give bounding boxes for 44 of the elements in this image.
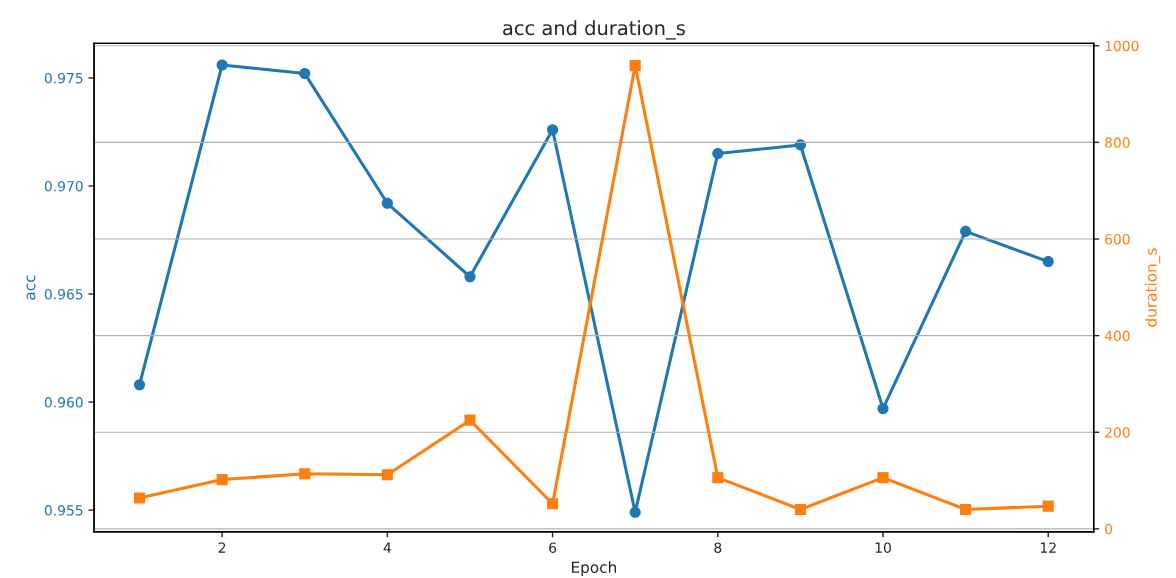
y2-tick-label: 800: [1105, 137, 1130, 148]
point: [960, 503, 972, 516]
x-tick-label: 12: [1040, 542, 1056, 553]
point: [381, 469, 393, 481]
y-tick-label: 0.955: [44, 505, 83, 516]
point: [299, 468, 311, 480]
point: [712, 472, 724, 484]
y2-tick-label: 600: [1105, 233, 1130, 245]
point: [381, 197, 393, 209]
point: [547, 124, 559, 136]
x-tick-label: 4: [383, 542, 391, 553]
x-axis-title: Epoch: [571, 561, 616, 576]
point: [1042, 256, 1054, 268]
y2-axis-title: duration_s: [1145, 248, 1161, 327]
y2-tick-label: 0: [1105, 523, 1113, 535]
point: [629, 506, 641, 518]
point: [216, 474, 228, 486]
x-tick-label: 8: [714, 542, 722, 553]
point: [464, 414, 476, 426]
y-axis-title: acc: [26, 275, 36, 300]
point: [464, 271, 476, 283]
x-tick-label: 10: [875, 542, 891, 553]
point: [133, 379, 146, 391]
point: [877, 472, 889, 484]
y-tick-label: 0.970: [44, 180, 83, 192]
y2-tick-label: 200: [1105, 427, 1130, 438]
y-tick-label: 0.965: [44, 289, 83, 300]
point: [794, 503, 806, 516]
y2-tick-label: 400: [1104, 330, 1130, 342]
y-tick-label: 0.960: [44, 397, 83, 408]
x-tick-label: 2: [218, 542, 226, 553]
point: [712, 148, 724, 160]
y-tick-label: 0.975: [44, 72, 83, 84]
point: [1042, 500, 1054, 512]
y2-tick-label: 1000: [1105, 40, 1139, 52]
point: [133, 492, 146, 504]
x-tick-label: 6: [549, 542, 557, 553]
point: [547, 498, 559, 510]
point: [216, 59, 228, 71]
point: [629, 60, 641, 72]
chart-title: acc and duration_s: [503, 20, 685, 40]
point: [299, 68, 311, 80]
point: [960, 225, 972, 237]
point: [877, 403, 889, 415]
